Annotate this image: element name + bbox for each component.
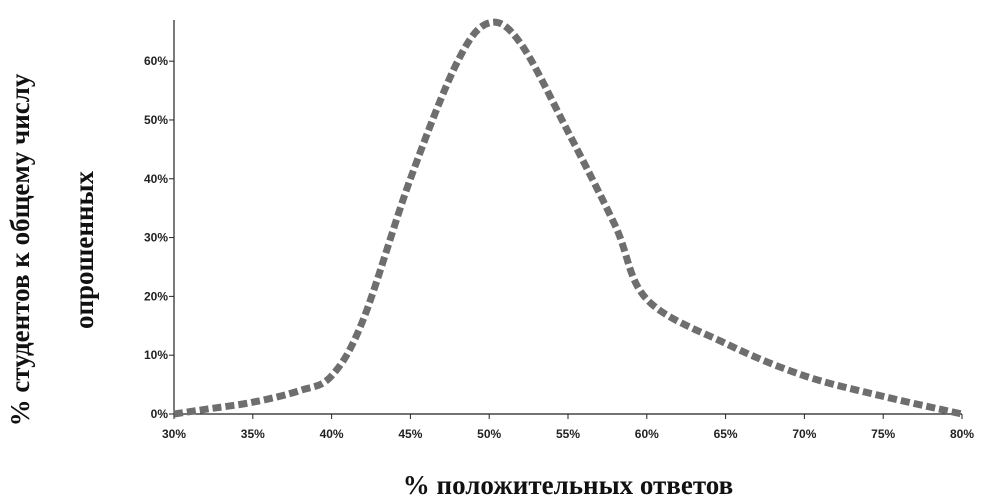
y-tick-label: 40% bbox=[144, 172, 168, 186]
series-line bbox=[173, 18, 963, 418]
x-tick-label: 50% bbox=[477, 427, 501, 441]
x-tick-label: 35% bbox=[241, 427, 265, 441]
x-tick-label: 30% bbox=[162, 427, 186, 441]
x-tick-label: 55% bbox=[556, 427, 580, 441]
x-tick-label: 40% bbox=[320, 427, 344, 441]
x-tick-label: 60% bbox=[635, 427, 659, 441]
y-tick-label: 60% bbox=[144, 54, 168, 68]
y-tick-label: 20% bbox=[144, 289, 168, 303]
x-tick-label: 65% bbox=[714, 427, 738, 441]
x-axis-label: % положительных ответов bbox=[403, 470, 733, 500]
y-tick-label: 50% bbox=[144, 113, 168, 127]
y-tick-label: 30% bbox=[144, 231, 168, 245]
x-tick-label: 75% bbox=[871, 427, 895, 441]
y-tick-label: 10% bbox=[144, 348, 168, 362]
x-tick-label: 70% bbox=[792, 427, 816, 441]
y-axis-label-line1: % студентов к общему числу bbox=[5, 73, 35, 426]
x-ticks: 30% 35% 40% 45% 50% 55% 60% 65% 70% 75% 80% bbox=[162, 414, 974, 441]
x-tick-label: 45% bbox=[398, 427, 422, 441]
y-axis-label-group: % студентов к общему числу опрошенных bbox=[5, 73, 99, 426]
x-tick-label: 80% bbox=[950, 427, 974, 441]
y-tick-label: 0% bbox=[151, 407, 169, 421]
y-axis-label-line2: опрошенных bbox=[69, 170, 99, 329]
y-ticks: 0% 10% 20% 30% 40% 50% 60% bbox=[144, 54, 174, 421]
